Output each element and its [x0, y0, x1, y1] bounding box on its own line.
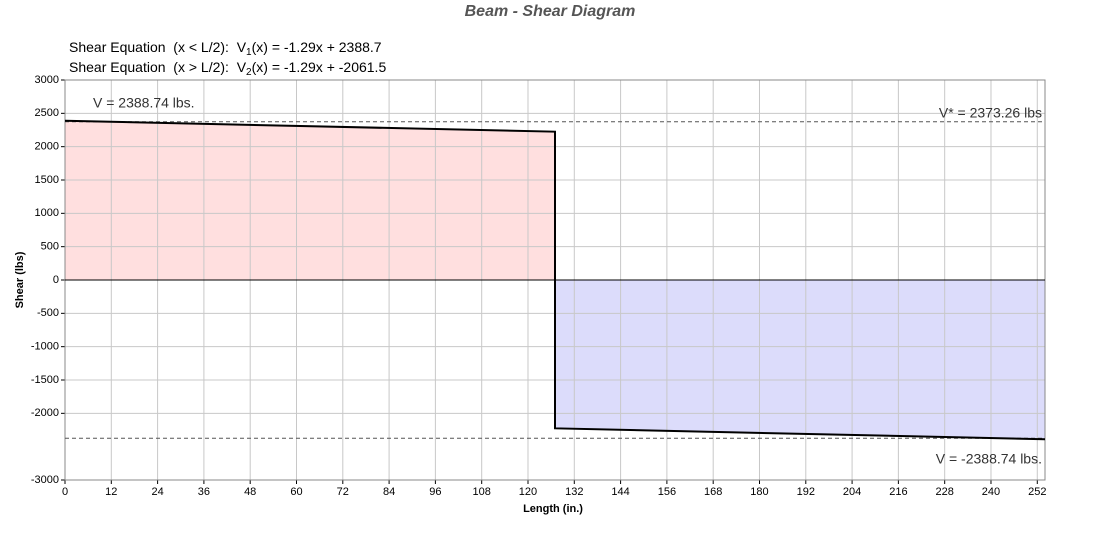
chart-title: Beam - Shear Diagram — [465, 3, 636, 20]
y-axis-label: Shear (lbs) — [14, 251, 26, 308]
annotation: V = 2388.74 lbs. — [93, 95, 195, 111]
x-tick-label: 156 — [658, 486, 676, 498]
x-tick-label: 96 — [429, 486, 441, 498]
equation-subscript: 1 — [246, 47, 252, 58]
x-tick-label: 36 — [198, 486, 210, 498]
annotation: V = -2388.74 lbs. — [936, 451, 1042, 467]
equation-text: Shear Equation (x > L/2): V — [69, 59, 247, 75]
x-tick-label: 120 — [519, 486, 537, 498]
equation: Shear Equation (x < L/2): V1(x) = -1.29x… — [69, 39, 382, 58]
x-tick-label: 240 — [982, 486, 1000, 498]
x-tick-label: 204 — [843, 486, 861, 498]
equation: Shear Equation (x > L/2): V2(x) = -1.29x… — [69, 59, 386, 78]
x-tick-label: 192 — [797, 486, 815, 498]
x-tick-label: 216 — [889, 486, 907, 498]
shear-line — [64, 119, 1046, 441]
equation-text: Shear Equation (x < L/2): V — [69, 39, 247, 55]
x-tick-label: 132 — [565, 486, 583, 498]
annotation: V* = 2373.26 lbs — [939, 105, 1042, 121]
x-tick-label: 72 — [337, 486, 349, 498]
x-tick-label: 252 — [1028, 486, 1046, 498]
y-tick-label: 3000 — [35, 74, 59, 86]
y-tick-label: 2500 — [35, 107, 59, 119]
equation-subscript: 2 — [246, 67, 252, 78]
y-tick-label: -2000 — [31, 407, 59, 419]
x-tick-label: 228 — [936, 486, 954, 498]
y-tick-label: -1500 — [31, 374, 59, 386]
x-tick-label: 144 — [611, 486, 629, 498]
y-tick-label: 500 — [41, 241, 59, 253]
y-tick-label: -1000 — [31, 341, 59, 353]
equation-text: (x) = -1.29x + -2061.5 — [252, 59, 387, 75]
y-tick-label: 1500 — [35, 174, 59, 186]
x-tick-label: 12 — [105, 486, 117, 498]
y-tick-label: 0 — [53, 274, 59, 286]
negative-area — [555, 280, 1045, 440]
x-tick-label: 24 — [151, 486, 163, 498]
x-tick-label: 0 — [62, 486, 68, 498]
y-tick-label: 2000 — [35, 141, 59, 153]
x-tick-label: 60 — [290, 486, 302, 498]
x-tick-label: 180 — [750, 486, 768, 498]
x-axis-label: Length (in.) — [523, 503, 583, 515]
x-tick-label: 168 — [704, 486, 722, 498]
y-tick-label: 1000 — [35, 207, 59, 219]
y-tick-label: -500 — [37, 307, 59, 319]
x-tick-label: 84 — [383, 486, 395, 498]
x-tick-label: 108 — [473, 486, 491, 498]
y-tick-label: -3000 — [31, 474, 59, 486]
x-tick-label: 48 — [244, 486, 256, 498]
equation-text: (x) = -1.29x + 2388.7 — [252, 39, 382, 55]
positive-area — [65, 120, 555, 280]
